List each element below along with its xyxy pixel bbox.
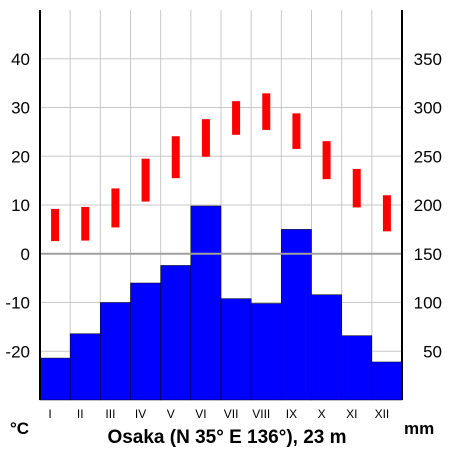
temperature-tick-label: 30	[11, 99, 30, 118]
month-label: VIII	[252, 407, 270, 421]
precipitation-bar	[341, 335, 373, 401]
temperature-range-bar	[292, 113, 301, 149]
month-label: II	[77, 407, 84, 421]
precipitation-bar	[100, 302, 131, 401]
month-label: IX	[286, 407, 297, 421]
temperature-range-bar	[382, 195, 391, 232]
month-label: XII	[375, 407, 390, 421]
precipitation-tick-label: 250	[414, 147, 442, 166]
precipitation-tick-label: 300	[414, 99, 442, 118]
month-label: VII	[224, 407, 239, 421]
temperature-range-bar	[171, 136, 180, 179]
temperature-tick-labels: -20 -10 0 10 20 30 40	[5, 50, 30, 362]
month-label: X	[318, 407, 326, 421]
temperature-range-bar	[201, 119, 210, 157]
temperature-tick-label: 10	[11, 196, 30, 215]
precipitation-bar	[371, 361, 403, 401]
precipitation-bar	[130, 282, 161, 401]
temperature-tick-label: 40	[11, 50, 30, 69]
precipitation-bar	[190, 205, 222, 401]
precipitation-bar	[69, 333, 101, 401]
temperature-unit-label: °C	[10, 419, 29, 438]
month-labels: I II III IV V VI VII VIII IX X XI XII	[48, 407, 389, 421]
month-label: XI	[346, 407, 357, 421]
temperature-range-bar	[111, 188, 120, 228]
temperature-range-bar	[352, 168, 361, 208]
precipitation-unit-label: mm	[404, 419, 434, 438]
month-label: IV	[135, 407, 146, 421]
temperature-tick-label: 20	[11, 147, 30, 166]
precipitation-bar	[220, 298, 252, 401]
temperature-ranges	[40, 93, 402, 255]
precipitation-tick-label: 150	[414, 245, 442, 264]
precipitation-tick-label: 100	[414, 294, 442, 313]
chart-title: Osaka (N 35° E 136°), 23 m	[107, 427, 346, 448]
month-label: III	[105, 407, 115, 421]
precipitation-bars	[39, 205, 403, 401]
precipitation-bar	[281, 229, 312, 401]
plot-frame	[39, 10, 403, 400]
precipitation-tick-label: 350	[414, 50, 442, 69]
temperature-range-bar	[141, 158, 150, 202]
temperature-tick-label: -10	[5, 294, 30, 313]
precipitation-bar	[311, 294, 342, 401]
temperature-range-bar	[232, 101, 241, 135]
month-label: VI	[195, 407, 206, 421]
temperature-range-bar	[81, 206, 90, 241]
temperature-range-bar	[322, 141, 331, 180]
temperature-range-bar	[262, 93, 271, 130]
month-label: V	[167, 407, 175, 421]
precipitation-bar	[250, 303, 282, 401]
temperature-range-bar	[51, 208, 60, 242]
month-label: I	[48, 407, 51, 421]
precipitation-bar	[160, 265, 192, 401]
precipitation-tick-labels: 50 100 150 200 250 300 350	[414, 50, 442, 362]
precipitation-bar	[39, 357, 71, 401]
temperature-tick-label: 0	[21, 245, 30, 264]
precipitation-tick-label: 200	[414, 196, 442, 215]
temperature-tick-label: -20	[5, 342, 30, 361]
precipitation-tick-label: 50	[423, 342, 442, 361]
